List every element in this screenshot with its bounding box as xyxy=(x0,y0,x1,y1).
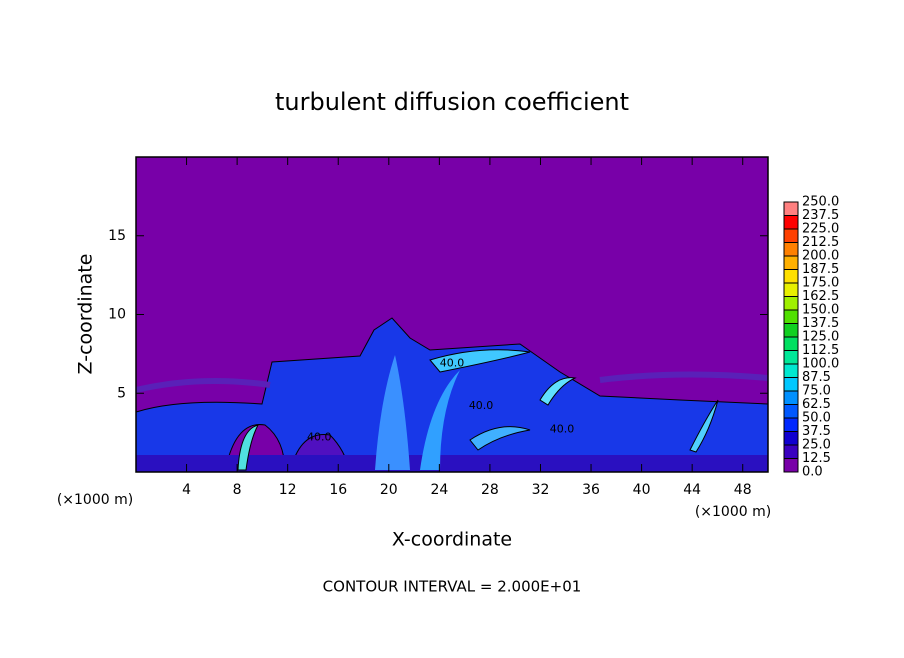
colorbar-segment xyxy=(784,377,798,391)
contour-label: 40.0 xyxy=(307,430,332,443)
contour-label: 40.0 xyxy=(469,399,494,412)
x-axis-label: X-coordinate xyxy=(392,529,512,551)
colorbar-segment xyxy=(784,215,798,229)
colorbar-segment xyxy=(784,391,798,405)
y-axis-label: Z-coordinate xyxy=(75,254,97,375)
colorbar-label: 125.0 xyxy=(802,330,839,345)
colorbar-label: 0.0 xyxy=(802,465,823,480)
x-tick-label: 20 xyxy=(380,482,398,498)
x-tick-label: 48 xyxy=(734,482,752,498)
x-tick-label: 16 xyxy=(329,482,347,498)
x-tick-label: 4 xyxy=(182,482,191,498)
colorbar-segment xyxy=(784,256,798,270)
colorbar-label: 225.0 xyxy=(802,222,839,237)
colorbar-segment xyxy=(784,418,798,432)
colorbar-label: 200.0 xyxy=(802,249,839,264)
colorbar-segment xyxy=(784,323,798,337)
x-tick-label: 24 xyxy=(430,482,448,498)
colorbar-label: 250.0 xyxy=(802,195,839,210)
contour-label: 40.0 xyxy=(550,422,575,435)
colorbar-segment xyxy=(784,431,798,445)
colorbar-segment xyxy=(784,364,798,378)
y-unit: (×1000 m) xyxy=(57,492,133,508)
colorbar-label: 37.5 xyxy=(802,424,831,439)
colorbar-label: 50.0 xyxy=(802,411,831,426)
x-tick-label: 32 xyxy=(532,482,550,498)
colorbar-segment xyxy=(784,445,798,459)
colorbar-label: 62.5 xyxy=(802,397,831,412)
colorbar-label: 175.0 xyxy=(802,276,839,291)
colorbar-label: 150.0 xyxy=(802,303,839,318)
colorbar-label: 187.5 xyxy=(802,262,839,277)
colorbar-label: 162.5 xyxy=(802,289,839,304)
field xyxy=(136,157,768,472)
colorbar-segment xyxy=(784,350,798,364)
footer-note: CONTOUR INTERVAL = 2.000E+01 xyxy=(323,578,582,596)
colorbar-frame xyxy=(783,201,799,473)
x-tick-label: 36 xyxy=(582,482,600,498)
x-tick-label: 40 xyxy=(633,482,651,498)
colorbar-label: 87.5 xyxy=(802,370,831,385)
x-tick-label: 28 xyxy=(481,482,499,498)
x-unit: (×1000 m) xyxy=(695,504,771,520)
x-tick-label: 12 xyxy=(279,482,297,498)
colorbar-segment xyxy=(784,310,798,324)
colorbar-segment xyxy=(784,229,798,243)
colorbar-label: 25.0 xyxy=(802,438,831,453)
y-tick-label: 5 xyxy=(117,385,126,401)
colorbar-segment xyxy=(784,202,798,216)
colorbar-label: 237.5 xyxy=(802,208,839,223)
colorbar-label: 100.0 xyxy=(802,357,839,372)
colorbar-segment xyxy=(784,296,798,310)
colorbar-label: 212.5 xyxy=(802,235,839,250)
x-tick-label: 44 xyxy=(683,482,701,498)
colorbar-label: 12.5 xyxy=(802,451,831,466)
colorbar-segment xyxy=(784,458,798,472)
x-tick-label: 8 xyxy=(233,482,242,498)
contour-label: 40.0 xyxy=(440,356,465,369)
colorbar-segment xyxy=(784,269,798,283)
colorbar-label: 75.0 xyxy=(802,384,831,399)
chart-title: turbulent diffusion coefficient xyxy=(275,88,629,116)
colorbar-segment xyxy=(784,283,798,297)
colorbar-label: 137.5 xyxy=(802,316,839,331)
colorbar-segment xyxy=(784,242,798,256)
colorbar-segment xyxy=(784,404,798,418)
y-tick-label: 15 xyxy=(108,228,126,244)
colorbar-segment xyxy=(784,337,798,351)
y-tick-label: 10 xyxy=(108,307,126,323)
colorbar-label: 112.5 xyxy=(802,343,839,358)
